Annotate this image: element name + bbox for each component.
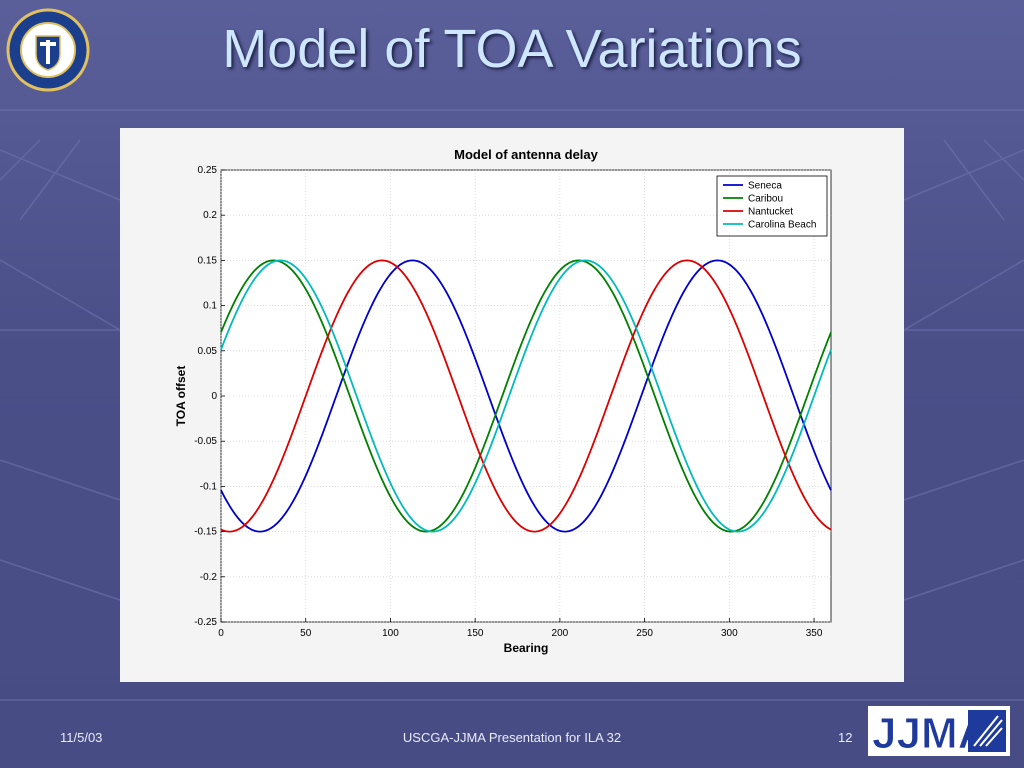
chart-container: 0 50 100 150 200 250 300 350 0.25 0.2 0.15 0.1 0.05 0… bbox=[120, 128, 904, 682]
y-tick-label: 0.15 bbox=[198, 255, 218, 266]
y-tick-label: -0.15 bbox=[194, 527, 217, 538]
jjma-logo: JJMA bbox=[868, 706, 1010, 756]
x-tick-label: 50 bbox=[300, 628, 312, 639]
y-tick-label: -0.1 bbox=[200, 481, 218, 492]
legend-label: Nantucket bbox=[748, 207, 793, 218]
legend-box bbox=[716, 175, 828, 237]
y-axis-label: TOA offset bbox=[174, 366, 188, 427]
y-tick-label: -0.05 bbox=[194, 436, 217, 447]
x-tick-label: 100 bbox=[382, 628, 399, 639]
x-tick-label: 250 bbox=[636, 628, 653, 639]
y-tick-label: 0.05 bbox=[198, 346, 218, 357]
y-tick-label: -0.25 bbox=[194, 617, 217, 628]
line-chart: 0 50 100 150 200 250 300 350 0.25 0.2 0.15 0.1 0.05 0… bbox=[174, 147, 832, 655]
y-tick-label: 0 bbox=[211, 391, 217, 402]
series-line-caribou bbox=[220, 259, 832, 533]
x-tick-label: 300 bbox=[721, 628, 738, 639]
footer-date: 11/5/03 bbox=[60, 730, 103, 745]
coast-guard-academy-seal bbox=[6, 8, 90, 92]
x-tick-label: 150 bbox=[467, 628, 484, 639]
x-tick-label: 350 bbox=[806, 628, 823, 639]
legend-label: Seneca bbox=[748, 181, 782, 192]
footer-title: USCGA-JJMA Presentation for ILA 32 bbox=[402, 730, 622, 745]
series-line-seneca bbox=[220, 259, 832, 533]
series-line-carolina-beach bbox=[220, 259, 832, 533]
x-tick-label: 0 bbox=[218, 628, 224, 639]
legend-label: Caribou bbox=[748, 194, 783, 205]
x-axis-label: Bearing bbox=[504, 641, 549, 655]
legend-label: Carolina Beach bbox=[748, 220, 816, 231]
y-tick-label: 0.1 bbox=[203, 301, 217, 312]
y-tick-label: -0.2 bbox=[200, 572, 218, 583]
chart-title: Model of antenna delay bbox=[454, 147, 599, 162]
y-tick-label: 0.25 bbox=[198, 165, 218, 176]
page-number: 12 bbox=[838, 730, 853, 745]
slide-title: Model of TOA Variations bbox=[222, 19, 802, 79]
x-tick-label: 200 bbox=[552, 628, 569, 639]
plot-area bbox=[220, 169, 832, 623]
series-line-nantucket bbox=[220, 259, 832, 533]
y-tick-label: 0.2 bbox=[203, 210, 217, 221]
